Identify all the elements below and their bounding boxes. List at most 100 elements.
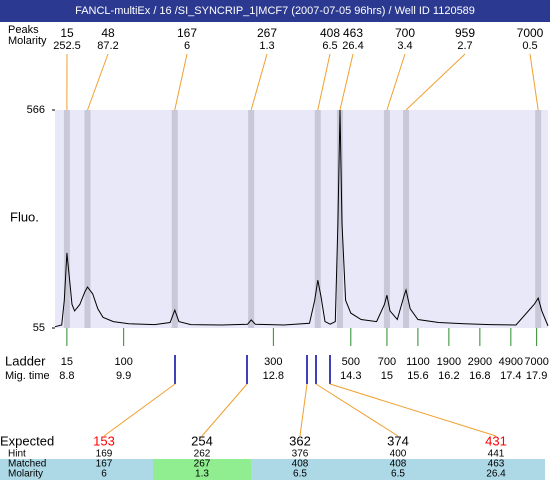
expected-size: 374 — [387, 433, 409, 448]
peak-band — [314, 110, 321, 328]
peak-molarity: 87.2 — [97, 40, 118, 52]
trace — [54, 109, 549, 328]
peak-size: 267 — [257, 26, 277, 40]
hint: 262 — [194, 449, 211, 460]
peak-band — [535, 110, 542, 328]
label-cell — [0, 459, 55, 480]
matched-cell — [251, 459, 349, 480]
row-label: Molarity — [8, 469, 43, 480]
peak-size: 700 — [395, 26, 415, 40]
peak-connector — [174, 53, 188, 111]
peak-size: 48 — [101, 26, 115, 40]
peak-molarity: 2.7 — [457, 40, 472, 52]
peak-size: 15 — [60, 26, 74, 40]
hint: 400 — [390, 449, 407, 460]
ladder-size: 4900 — [499, 356, 523, 368]
expected-size: 254 — [191, 433, 213, 448]
title-bar — [0, 0, 550, 22]
peak-connector — [317, 53, 331, 111]
ladder-time: 8.8 — [59, 370, 74, 382]
ladder-time: 15.6 — [407, 370, 428, 382]
peak-size: 959 — [455, 26, 475, 40]
peak-connector — [386, 53, 406, 111]
mig-time-label: Mig. time — [5, 370, 50, 382]
matched-cell — [55, 459, 153, 480]
peak-size: 7000 — [517, 26, 544, 40]
expected-connector — [315, 383, 399, 437]
peak-molarity: 252.5 — [53, 40, 81, 52]
molarity-label: Molarity — [8, 35, 47, 47]
matched-molarity: 6.5 — [391, 469, 405, 480]
matched: 463 — [488, 459, 505, 470]
plot-area — [55, 110, 548, 328]
peaks-label: Peaks — [8, 24, 39, 36]
expected-size: 153 — [93, 433, 115, 448]
peak-molarity: 3.4 — [397, 40, 412, 52]
expected-size: 362 — [289, 433, 311, 448]
ladder-time: 17.9 — [526, 370, 547, 382]
expected-connector — [329, 383, 497, 437]
expected-connector — [299, 383, 308, 437]
y-axis-label: Fluo. — [10, 209, 39, 224]
peak-band — [248, 110, 255, 328]
matched: 408 — [292, 459, 309, 470]
ladder-size: 15 — [61, 356, 73, 368]
peak-molarity: 6.5 — [322, 40, 337, 52]
matched-cell — [447, 459, 545, 480]
ladder-size: 1100 — [406, 356, 430, 368]
ladder-size: 2900 — [468, 356, 492, 368]
peak-molarity: 6 — [184, 40, 190, 52]
hint: 441 — [488, 449, 505, 460]
ladder-time: 17.4 — [500, 370, 521, 382]
peak-molarity: 26.4 — [342, 40, 363, 52]
peak-size: 408 — [320, 26, 340, 40]
ladder-time: 16.8 — [469, 370, 490, 382]
matched-molarity: 1.3 — [195, 469, 209, 480]
ladder-size: 7000 — [524, 356, 548, 368]
ladder-size: 300 — [264, 356, 282, 368]
expected-size: 431 — [485, 433, 507, 448]
ladder-label: Ladder — [5, 353, 46, 368]
matched: 167 — [96, 459, 113, 470]
matched: 408 — [390, 459, 407, 470]
peak-band — [403, 110, 410, 328]
ladder-time: 14.3 — [340, 370, 361, 382]
ladder-time: 9.9 — [116, 370, 131, 382]
peak-size: 167 — [177, 26, 197, 40]
peak-size: 463 — [343, 26, 363, 40]
peak-band — [336, 110, 343, 328]
peak-connector — [339, 53, 354, 111]
peak-connector — [250, 53, 268, 111]
matched-molarity: 6.5 — [293, 469, 307, 480]
title: FANCL-multiEx / 16 /SI_SYNCRIP_1|MCF7 (2… — [75, 5, 475, 17]
y-tick-label: 55 — [33, 322, 45, 334]
matched-molarity: 6 — [101, 469, 107, 480]
peak-molarity: 1.3 — [259, 40, 274, 52]
ladder-size: 700 — [378, 356, 396, 368]
y-tick-label: 566 — [27, 104, 45, 116]
row-label: Matched — [8, 459, 46, 470]
expected-connector — [201, 383, 248, 437]
peak-band — [383, 110, 390, 328]
matched: 267 — [194, 459, 211, 470]
ladder-time: 12.8 — [263, 370, 284, 382]
matched-molarity: 26.4 — [486, 469, 506, 480]
row-label: Hint — [8, 449, 26, 460]
ladder-size: 1900 — [437, 356, 461, 368]
hint: 376 — [292, 449, 309, 460]
peak-band — [84, 110, 91, 328]
ladder-time: 16.2 — [438, 370, 459, 382]
peak-band — [171, 110, 178, 328]
peak-molarity: 0.5 — [522, 40, 537, 52]
row-label: Expected — [0, 433, 54, 448]
matched-cell — [349, 459, 447, 480]
ladder-size: 100 — [114, 356, 132, 368]
expected-connector — [103, 383, 176, 437]
peak-band — [63, 110, 70, 328]
peak-connector — [529, 53, 539, 111]
peak-connector — [87, 53, 109, 111]
peak-connector — [405, 53, 466, 111]
ladder-time: 15 — [381, 370, 393, 382]
ladder-size: 500 — [342, 356, 360, 368]
